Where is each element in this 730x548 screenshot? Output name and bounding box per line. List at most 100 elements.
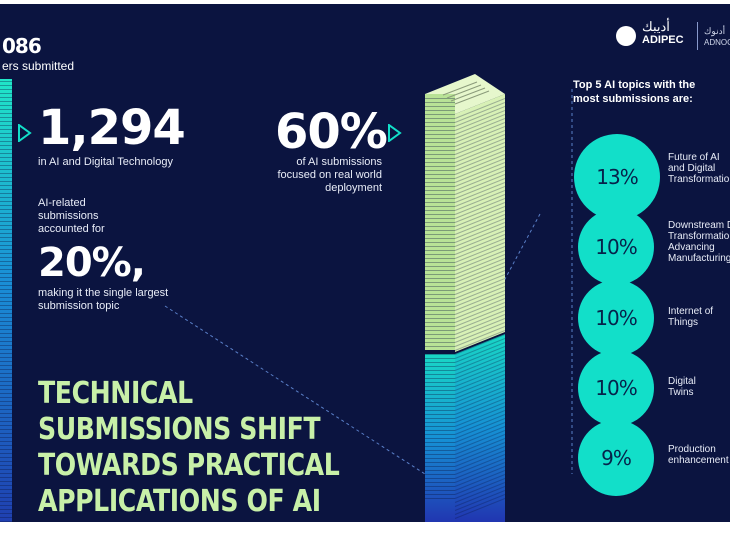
tower-stripe bbox=[454, 358, 505, 379]
tower-stripe bbox=[454, 406, 505, 427]
tower-stripe bbox=[454, 398, 505, 419]
tower-stripe bbox=[454, 106, 505, 127]
share-value: 20%, bbox=[38, 240, 146, 286]
tower-stripe bbox=[454, 410, 505, 431]
tower-stripe bbox=[454, 98, 505, 119]
tower-stripe bbox=[454, 206, 505, 227]
tower-stripe bbox=[454, 278, 505, 299]
tower-stripe bbox=[454, 458, 505, 479]
logo-arabic: أديبك bbox=[642, 19, 670, 34]
tower-stripe bbox=[454, 230, 505, 251]
tower-stripe bbox=[454, 290, 505, 311]
tower-stripe bbox=[454, 254, 505, 275]
topic-2-label: Downstream D Transformation Advancing Ma… bbox=[668, 220, 730, 264]
tower-stripe bbox=[454, 286, 505, 307]
tower-stripe bbox=[454, 222, 505, 243]
tower-stripe bbox=[454, 470, 505, 491]
tower-stripe bbox=[454, 418, 505, 439]
tower-stripe bbox=[454, 166, 505, 187]
headline-line-1: TECHNICAL bbox=[38, 376, 193, 411]
partner-logo: أدنوك ADNOC bbox=[704, 22, 730, 52]
tower-stripe bbox=[454, 118, 505, 139]
tower-stripe bbox=[454, 462, 505, 483]
partner-text: ADNOC bbox=[704, 38, 730, 47]
tower-stripe bbox=[454, 386, 505, 407]
tower-stripe bbox=[454, 422, 505, 443]
tower-stripe bbox=[454, 482, 505, 503]
tower-stripe bbox=[454, 310, 505, 331]
tower-stripe bbox=[454, 270, 505, 291]
tower-stripe bbox=[454, 346, 505, 367]
topic-2-circle: 10% bbox=[578, 209, 654, 285]
deployment-label: of AI submissions focused on real world … bbox=[277, 156, 382, 194]
tower-stripe bbox=[454, 370, 505, 391]
tower-stripe bbox=[454, 302, 505, 323]
ai-submissions-count: 1,294 bbox=[38, 100, 186, 156]
headline-line-4: APPLICATIONS OF AI bbox=[38, 484, 321, 519]
tower-stripe bbox=[454, 298, 505, 319]
total-submissions-label: ers submitted bbox=[2, 59, 75, 73]
tower-stripe bbox=[454, 330, 505, 351]
logo-circle-icon bbox=[616, 26, 636, 46]
tower-stripe bbox=[454, 382, 505, 403]
tower-stripe bbox=[454, 142, 505, 163]
tower-stripe bbox=[454, 214, 505, 235]
tower-stripe bbox=[454, 374, 505, 395]
tower-stripe bbox=[454, 178, 505, 199]
headline-line-2: SUBMISSIONS SHIFT bbox=[38, 412, 321, 447]
tower-stripe bbox=[454, 258, 505, 279]
tower-stripe bbox=[454, 394, 505, 415]
tower-stripe bbox=[454, 274, 505, 295]
tower-stripe bbox=[454, 338, 505, 359]
headline: TECHNICAL SUBMISSIONS SHIFT TOWARDS PRAC… bbox=[38, 376, 340, 520]
adipec-logo: أديبك ADIPEC bbox=[616, 19, 686, 52]
topic-4-circle: 10% bbox=[578, 350, 654, 426]
tower-stripe bbox=[454, 326, 505, 347]
tower-stripe bbox=[454, 366, 505, 387]
topic-5-circle: 9% bbox=[578, 420, 654, 496]
tower-stripe bbox=[454, 494, 505, 515]
tower-stripe bbox=[454, 246, 505, 267]
tower-stripe bbox=[454, 450, 505, 471]
tower-stripe bbox=[454, 198, 505, 219]
topic-1-label: Future of AI and Digital Transformation bbox=[668, 152, 730, 185]
infographic-panel: 086 ers submitted 1,294 in AI and Digita… bbox=[0, 4, 730, 522]
tower-stripe bbox=[454, 438, 505, 459]
tower-stripe bbox=[454, 306, 505, 327]
tower-stripe bbox=[454, 414, 505, 435]
topic-4-label: Digital Twins bbox=[668, 376, 696, 398]
tower-stripe bbox=[454, 378, 505, 399]
topic-3-label: Internet of Things bbox=[668, 306, 714, 328]
tower-stripe bbox=[454, 426, 505, 447]
tower-stripe bbox=[454, 134, 505, 155]
tower-stripe bbox=[454, 146, 505, 167]
topic-1-circle: 13% bbox=[574, 134, 660, 220]
tower-stripe bbox=[454, 238, 505, 259]
tower-stripe bbox=[454, 218, 505, 239]
topic-3-circle: 10% bbox=[578, 280, 654, 356]
tower-stripe bbox=[454, 194, 505, 215]
tower-stripe bbox=[454, 354, 505, 375]
tower-stripe bbox=[454, 202, 505, 223]
tower-stripe bbox=[454, 110, 505, 131]
tower-stripe bbox=[454, 454, 505, 475]
tower-stripe bbox=[454, 126, 505, 147]
tower-stripe bbox=[454, 474, 505, 495]
tower-stripe bbox=[454, 150, 505, 171]
tower-stripe bbox=[454, 442, 505, 463]
tower-stripe bbox=[454, 154, 505, 175]
tower-stripe bbox=[454, 446, 505, 467]
tower-stripe bbox=[454, 174, 505, 195]
tower-stripe bbox=[454, 490, 505, 511]
tower-stripe bbox=[454, 362, 505, 383]
tower-stripe bbox=[454, 486, 505, 507]
tower-stripe bbox=[454, 130, 505, 151]
tower-stripe bbox=[454, 242, 505, 263]
tower-stripe bbox=[454, 334, 505, 355]
tower-stripe bbox=[454, 434, 505, 455]
total-submissions-number: 086 bbox=[2, 34, 42, 58]
tower-stripe bbox=[454, 478, 505, 499]
tower-stripe bbox=[454, 210, 505, 231]
ai-count-label: in AI and Digital Technology bbox=[38, 156, 173, 168]
